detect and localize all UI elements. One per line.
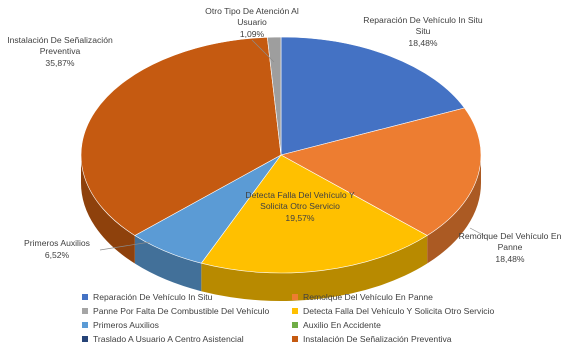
leader-otro-tipo [251, 39, 275, 63]
legend-label: Panne Por Falta De Combustible Del Vehíc… [93, 306, 270, 316]
legend-swatch [82, 308, 88, 314]
data-label-detecta-value: 19,57% [285, 213, 315, 223]
pie-slice-otro-tipo-de-atencion-al-usuario [266, 36, 282, 156]
pie-sides [81, 155, 481, 301]
legend-item: Traslado A Usuario A Centro Asistencial [82, 333, 292, 345]
legend-item: Panne Por Falta De Combustible Del Vehíc… [82, 305, 292, 317]
leader-primeros-auxilios [99, 241, 151, 251]
legend-swatch [292, 336, 298, 342]
data-label-otro-tipo-value: 1,09% [240, 29, 265, 39]
legend-label: Instalación De Señalización Preventiva [303, 334, 452, 344]
data-label-detecta-line2: Solicita Otro Servicio [260, 201, 340, 211]
data-label-remolque-value: 18,48% [495, 254, 525, 264]
pie-slice-reparacion-de-vehiculo-in-situ [280, 36, 465, 156]
data-label-instalacion-line2: Preventiva [40, 46, 81, 56]
pie-side-instalacion-de-senalizacion-preventiva [81, 155, 135, 264]
data-label-primeros-auxilios: Primeros Auxilios [24, 238, 90, 248]
legend-item: Detecta Falla Del Vehículo Y Solicita Ot… [292, 305, 547, 317]
pie-slices [80, 36, 482, 274]
legend-label: Detecta Falla Del Vehículo Y Solicita Ot… [303, 306, 495, 316]
legend-item: Auxilio En Accidente [292, 319, 547, 331]
legend-label: Reparación De Vehículo In Situ [93, 292, 213, 302]
pie-side-remolque-del-vehiculo-en-panne [427, 155, 481, 264]
legend-label: Auxilio En Accidente [303, 320, 381, 330]
pie-slice-instalacion-de-senalizacion-preventiva [80, 36, 282, 236]
legend-label: Primeros Auxilios [93, 320, 159, 330]
data-label-instalacion: Instalación De Señalización [7, 35, 113, 45]
legend-swatch [82, 322, 88, 328]
legend-label: Remolque Del Vehículo En Panne [303, 292, 433, 302]
data-label-reparacion-value: 18,48% [408, 38, 438, 48]
pie-side-detecta-falla-del-vehiculo-y-solicita-otro-servicio [201, 235, 428, 301]
legend-item: Primeros Auxilios [82, 319, 292, 331]
data-label-remolque: Remolque Del Vehículo En [459, 231, 562, 241]
legend-swatch [82, 336, 88, 342]
legend-item: Instalación De Señalización Preventiva [292, 333, 547, 345]
legend-item: Reparación De Vehículo In Situ [82, 291, 292, 303]
data-label-remolque-line2: Panne [498, 242, 523, 252]
legend-label: Traslado A Usuario A Centro Asistencial [93, 334, 244, 344]
legend-swatch [292, 322, 298, 328]
pie-slice-remolque-del-vehiculo-en-panne [280, 107, 482, 236]
legend-swatch [292, 294, 298, 300]
data-label-primeros-auxilios-value: 6,52% [45, 250, 70, 260]
data-label-reparacion: Reparación De Vehículo In Situ [363, 15, 483, 25]
data-label-otro-tipo: Otro Tipo De Atención Al [205, 6, 299, 16]
legend-item: Remolque Del Vehículo En Panne [292, 291, 547, 303]
leader-remolque [469, 227, 486, 237]
legend-swatch [82, 294, 88, 300]
pie-side-primeros-auxilios [134, 235, 202, 292]
data-label-detecta: Detecta Falla Del Vehículo Y [245, 190, 355, 200]
leader-lines [99, 39, 486, 251]
pie-slice-detecta-falla-del-vehiculo-y-solicita-otro-servicio [200, 154, 428, 274]
data-label-reparacion-line2: Situ [416, 26, 431, 36]
legend-swatch [292, 308, 298, 314]
data-label-otro-tipo-line2: Usuario [237, 17, 267, 27]
legend: Reparación De Vehículo In Situ Remolque … [82, 291, 552, 345]
data-label-instalacion-value: 35,87% [45, 58, 75, 68]
